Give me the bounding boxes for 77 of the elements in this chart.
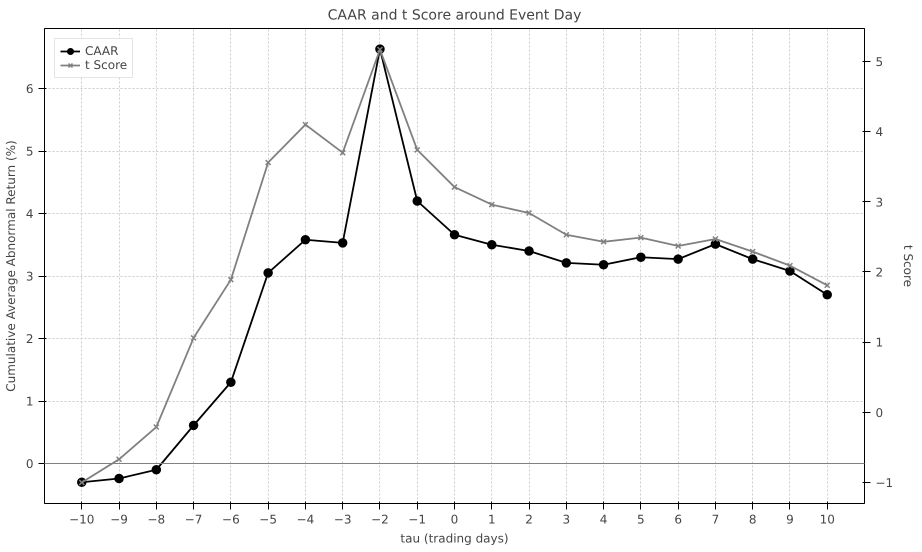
point bbox=[190, 334, 197, 342]
x-tick-label: 7 bbox=[712, 512, 720, 526]
point bbox=[598, 260, 608, 270]
point bbox=[116, 456, 122, 463]
point bbox=[600, 238, 607, 246]
point bbox=[636, 252, 646, 262]
point bbox=[824, 282, 830, 289]
x-axis-title: tau (trading days) bbox=[400, 532, 509, 546]
x-tick-label: −6 bbox=[222, 512, 240, 526]
legend-label: t Score bbox=[85, 58, 128, 72]
x-tick-label: 0 bbox=[450, 512, 458, 526]
y2-tick-label: −1 bbox=[876, 476, 894, 490]
point bbox=[302, 121, 309, 128]
point bbox=[673, 254, 683, 264]
point bbox=[488, 201, 495, 208]
x-tick-label: 8 bbox=[748, 512, 757, 526]
y-axis-title: Cumulative Average Abnormal Return (%) bbox=[4, 140, 18, 392]
legend-label: CAAR bbox=[85, 44, 118, 58]
x-tick-label: 9 bbox=[786, 512, 794, 526]
x-tick-label: −10 bbox=[69, 512, 94, 526]
y-tick-label: 2 bbox=[26, 332, 34, 346]
point bbox=[638, 234, 644, 241]
x-tick-label: −1 bbox=[408, 512, 426, 526]
y2-tick-label: 5 bbox=[876, 54, 884, 69]
point bbox=[339, 149, 346, 156]
x-tick-label: 3 bbox=[562, 512, 570, 526]
point bbox=[563, 232, 570, 238]
y2-tick-label: 4 bbox=[876, 125, 884, 140]
x-tick-label: −9 bbox=[110, 512, 128, 526]
y2-axis-title: t Score bbox=[901, 244, 916, 288]
point bbox=[674, 242, 682, 250]
point bbox=[562, 258, 572, 268]
point bbox=[749, 248, 756, 255]
point bbox=[451, 184, 458, 190]
x-tick-label: −3 bbox=[334, 512, 352, 526]
x-tick-label: 4 bbox=[600, 512, 608, 526]
y2-tick-label: 1 bbox=[876, 336, 884, 350]
point bbox=[712, 236, 719, 242]
x-tick-label: 1 bbox=[488, 512, 496, 526]
point bbox=[822, 290, 832, 300]
y-tick-label: 1 bbox=[26, 394, 34, 408]
point bbox=[263, 268, 273, 278]
point bbox=[414, 146, 420, 154]
x-tick-label: 6 bbox=[674, 512, 682, 526]
y2-tick-label: 0 bbox=[876, 406, 884, 420]
x-tick-label: −2 bbox=[371, 512, 389, 526]
x-tick-label: 5 bbox=[637, 512, 645, 526]
point bbox=[748, 254, 758, 264]
point bbox=[264, 159, 272, 166]
point bbox=[450, 230, 460, 240]
point bbox=[487, 240, 497, 250]
chart-title: CAAR and t Score around Event Day bbox=[328, 8, 582, 24]
point bbox=[152, 465, 162, 474]
y-tick-label: 6 bbox=[26, 82, 34, 96]
y-tick-label: 4 bbox=[26, 207, 34, 221]
point bbox=[188, 420, 198, 430]
x-tick-label: 2 bbox=[525, 512, 533, 526]
x-tick-label: −4 bbox=[296, 512, 314, 526]
x-tick-label: −7 bbox=[184, 512, 202, 526]
point bbox=[786, 262, 794, 269]
point bbox=[412, 196, 422, 206]
x-tick-label: −8 bbox=[147, 512, 166, 526]
point bbox=[226, 378, 236, 387]
y-tick-label: 0 bbox=[26, 457, 34, 471]
point bbox=[114, 474, 124, 484]
point bbox=[524, 246, 534, 256]
x-tick-label: −5 bbox=[259, 512, 277, 526]
point bbox=[228, 276, 234, 283]
x-tick-label: 10 bbox=[820, 512, 835, 526]
y2-tick-label: 3 bbox=[876, 195, 884, 210]
y2-tick-label: 2 bbox=[876, 265, 884, 280]
point bbox=[153, 424, 160, 430]
y-tick-label: 5 bbox=[26, 144, 34, 158]
point bbox=[300, 235, 310, 244]
point bbox=[526, 210, 532, 216]
y-tick-label: 3 bbox=[26, 270, 34, 284]
point bbox=[338, 238, 348, 248]
